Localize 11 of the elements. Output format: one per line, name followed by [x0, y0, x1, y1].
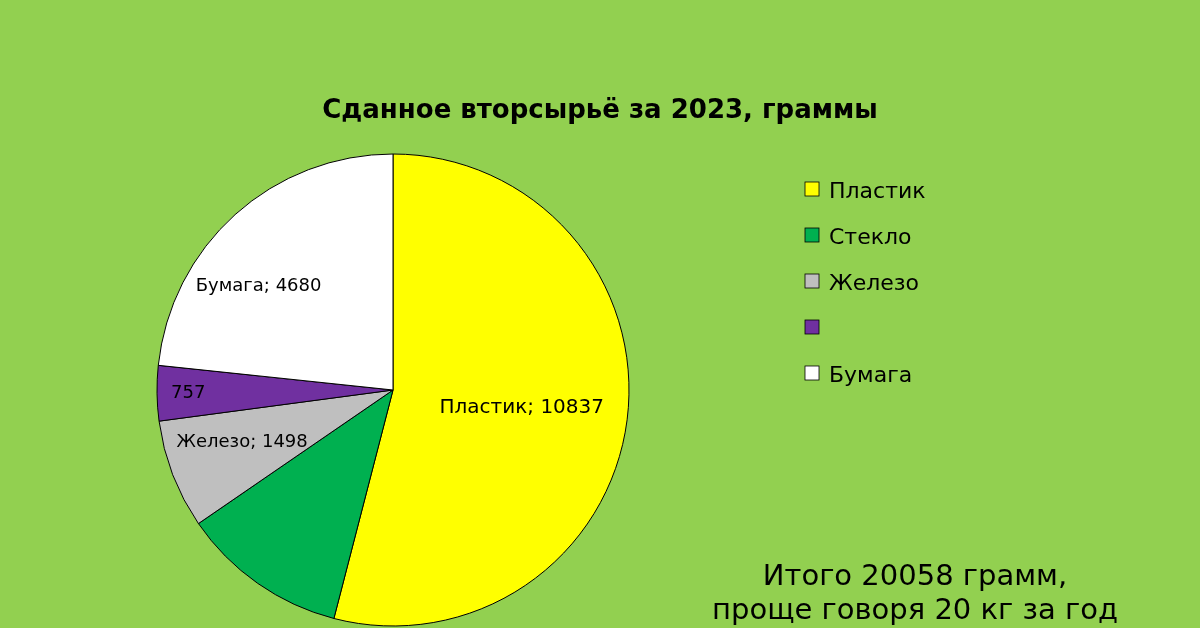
data-label: Бумага; 4680 — [195, 274, 322, 296]
legend-label: Бумага — [829, 361, 913, 387]
text: проще говоря 20 кг за год — [712, 592, 1118, 626]
legend-label: Пластик — [829, 177, 926, 203]
legend-label: Стекло — [829, 223, 912, 249]
data-label: Пластик; 10837 — [439, 394, 605, 419]
text: Итого 20058 грамм, — [762, 558, 1068, 592]
chart-title: Сданное вторсырьё за 2023, граммы — [322, 94, 878, 124]
data-label: 757 — [171, 381, 206, 403]
legend-label: Железо — [829, 269, 919, 295]
data-label: Железо; 1498 — [176, 430, 308, 452]
